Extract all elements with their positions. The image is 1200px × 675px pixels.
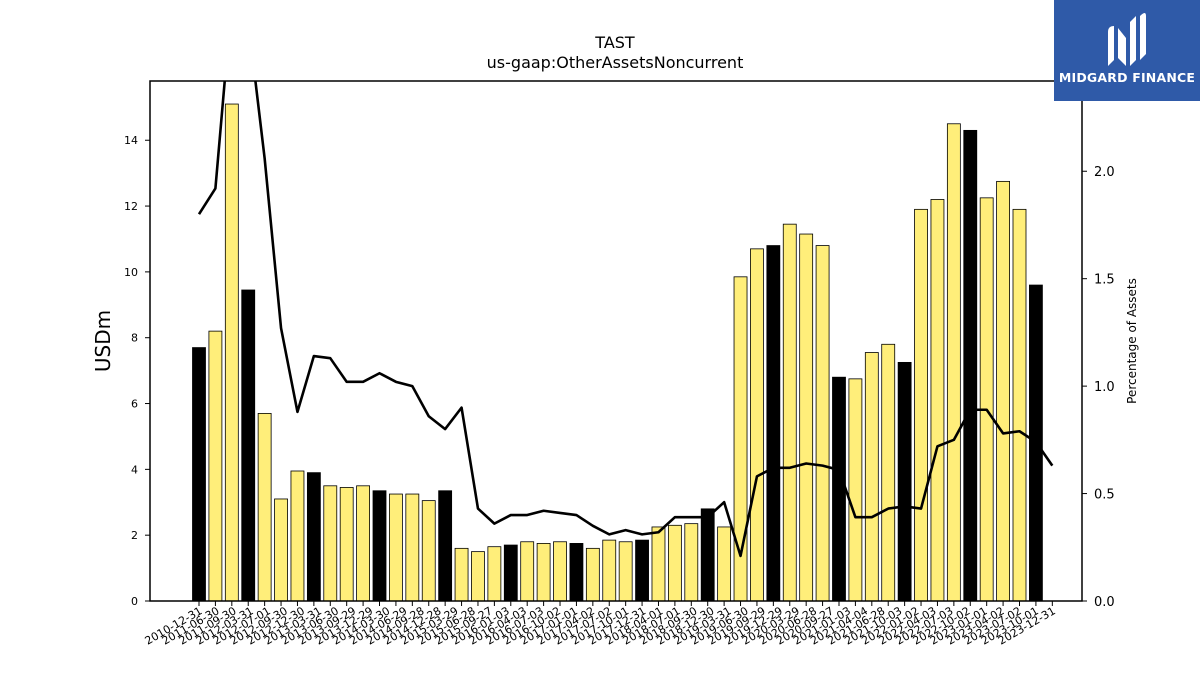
y2-axis-ticks: 0.0 0.5 1.0 1.5 2.0 bbox=[1082, 165, 1115, 610]
y-tick-label: 8 bbox=[131, 332, 138, 345]
bar-2015-06-28 bbox=[487, 546, 502, 602]
chart-subtitle: us-gaap:OtherAssetsNoncurrent bbox=[487, 53, 744, 72]
bar-2017-01-01 bbox=[585, 547, 600, 602]
percentage-line bbox=[197, 81, 1054, 558]
bar-2013-12-29 bbox=[389, 493, 403, 602]
bar-2010-12-31 bbox=[192, 347, 206, 602]
bar-2023-07-02 bbox=[1012, 208, 1027, 602]
bar-2017-04-02 bbox=[602, 539, 617, 602]
bar-2012-09-30 bbox=[306, 472, 321, 602]
bar-2019-09-29 bbox=[766, 245, 781, 602]
bar-2019-06-30 bbox=[750, 248, 764, 602]
y2-tick-label: 0.0 bbox=[1094, 595, 1115, 610]
y-tick-label: 10 bbox=[124, 266, 138, 279]
bar-2023-01-01 bbox=[979, 197, 994, 602]
bar-2017-10-01 bbox=[635, 539, 649, 602]
bar-2017-07-02 bbox=[618, 541, 633, 602]
bar-2013-09-29 bbox=[372, 490, 387, 602]
bar-2016-07-03 bbox=[553, 541, 567, 602]
bar-2016-10-02 bbox=[569, 543, 584, 602]
bar-2011-09-30 bbox=[241, 289, 256, 602]
bar-2013-06-30 bbox=[356, 485, 371, 602]
bar-2011-06-30 bbox=[224, 103, 239, 602]
y-tick-label: 2 bbox=[131, 529, 138, 542]
bar-2018-09-30 bbox=[700, 508, 715, 602]
bar-2013-03-31 bbox=[339, 487, 354, 602]
bar-2014-09-28 bbox=[438, 490, 453, 602]
y-tick-label: 14 bbox=[124, 134, 138, 147]
y-axis-label: USDm bbox=[91, 310, 115, 372]
bar-2020-09-27 bbox=[832, 376, 846, 602]
bar-2014-03-30 bbox=[405, 493, 420, 602]
bar-2020-06-28 bbox=[815, 245, 830, 602]
bar-2022-07-03 bbox=[946, 123, 961, 602]
bar-series bbox=[192, 103, 1043, 602]
bar-2015-03-29 bbox=[471, 551, 485, 602]
bar-2016-04-03 bbox=[536, 543, 551, 602]
bar-2016-01-03 bbox=[520, 541, 535, 602]
bar-2018-07-01 bbox=[684, 523, 699, 602]
chart-title: TAST bbox=[594, 33, 635, 52]
bar-2012-07-01 bbox=[290, 470, 305, 602]
bar-2020-03-29 bbox=[799, 233, 814, 602]
y2-tick-label: 1.0 bbox=[1094, 380, 1115, 395]
y-tick-label: 12 bbox=[124, 200, 138, 213]
percentage-line-series bbox=[197, 81, 1054, 558]
bar-2022-10-02 bbox=[963, 129, 978, 602]
y2-tick-label: 2.0 bbox=[1094, 165, 1115, 180]
midgard-finance-logo: MIDGARD FINANCE bbox=[1054, 0, 1200, 101]
bar-2018-12-30 bbox=[717, 526, 732, 602]
bar-2018-04-01 bbox=[667, 524, 682, 602]
y-axis-ticks: 0 2 4 6 8 10 12 14 bbox=[124, 134, 150, 608]
bar-2011-12-31 bbox=[257, 413, 272, 602]
y2-axis-label: Percentage of Assets bbox=[1125, 278, 1139, 404]
y-tick-label: 6 bbox=[131, 398, 138, 411]
bar-2012-03-31 bbox=[274, 498, 288, 602]
bar-2019-12-29 bbox=[782, 223, 797, 602]
y-tick-label: 4 bbox=[131, 463, 138, 476]
y-tick-label: 0 bbox=[131, 595, 138, 608]
bar-2021-01-03 bbox=[848, 378, 863, 602]
bar-2022-04-03 bbox=[930, 199, 945, 602]
bar-2014-12-28 bbox=[454, 547, 469, 602]
bar-2015-09-27 bbox=[503, 544, 518, 602]
plot-frame bbox=[149, 80, 1083, 602]
x-axis-ticks: 2010-12-312011-06-302011-09-302012-03-31… bbox=[143, 601, 1058, 648]
bar-2021-04-04 bbox=[864, 352, 879, 602]
bar-2021-06-28 bbox=[881, 343, 896, 602]
bar-2017-12-31 bbox=[651, 526, 666, 602]
y2-tick-label: 1.5 bbox=[1094, 273, 1115, 288]
bar-2012-12-30 bbox=[323, 485, 338, 602]
bar-2014-06-29 bbox=[421, 500, 436, 602]
bar-2021-10-03 bbox=[897, 361, 912, 602]
logo-text: MIDGARD FINANCE bbox=[1058, 70, 1196, 85]
bar-2023-04-02 bbox=[996, 180, 1010, 602]
bar-2011-03-31 bbox=[208, 330, 223, 602]
midgard-logo-icon bbox=[1108, 13, 1146, 66]
bar-2022-01-02 bbox=[914, 208, 928, 602]
y2-tick-label: 0.5 bbox=[1094, 488, 1115, 503]
